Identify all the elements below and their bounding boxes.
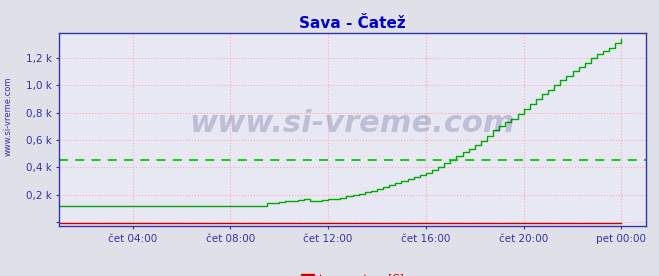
Text: www.si-vreme.com: www.si-vreme.com <box>4 76 13 156</box>
Legend: temperatura [C], pretok [m3/s]: temperatura [C], pretok [m3/s] <box>301 274 404 276</box>
Text: www.si-vreme.com: www.si-vreme.com <box>190 109 515 139</box>
Title: Sava - Čatež: Sava - Čatež <box>299 15 406 31</box>
